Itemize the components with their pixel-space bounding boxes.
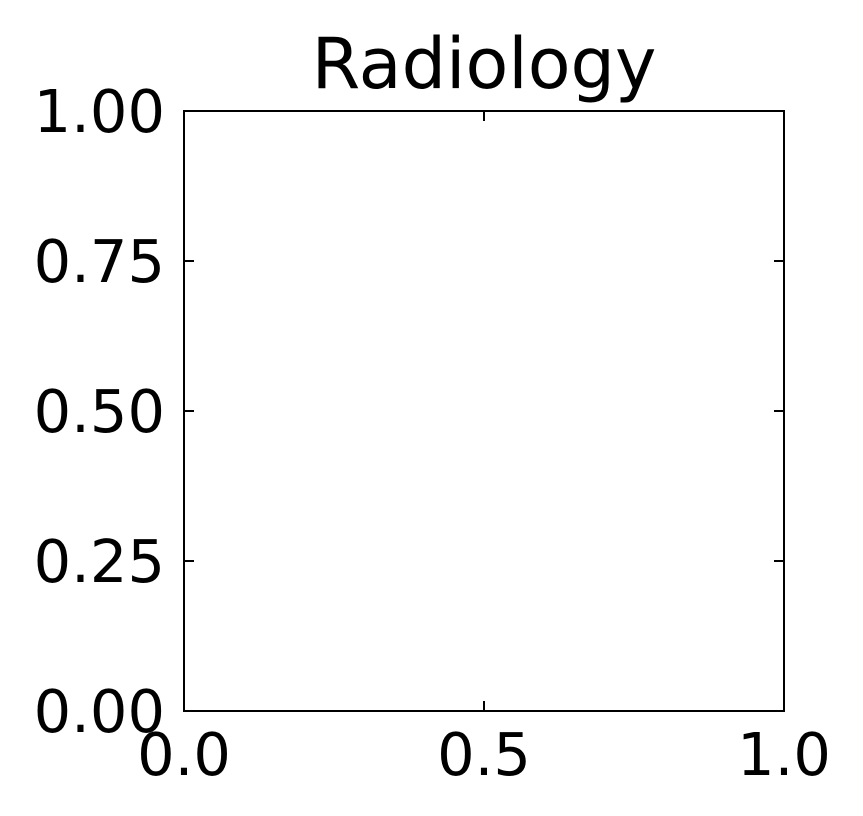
y-tick-label: 1.00: [34, 77, 165, 146]
axes-frame: [183, 110, 785, 712]
x-tick-label: 0.5: [437, 720, 531, 789]
y-tick-label: 0.25: [34, 527, 165, 596]
y-tick-label: 0.00: [34, 677, 165, 746]
y-tick-label: 0.75: [34, 227, 165, 296]
y-tick-label: 0.50: [34, 377, 165, 446]
axis-tick-labels: 0.0 0.5 1.0 0.00 0.25 0.50 0.75 1.00: [34, 77, 831, 789]
x-tick-label: 0.0: [137, 720, 231, 789]
chart-title: Radiology: [312, 23, 657, 105]
x-tick-label: 1.0: [737, 720, 831, 789]
